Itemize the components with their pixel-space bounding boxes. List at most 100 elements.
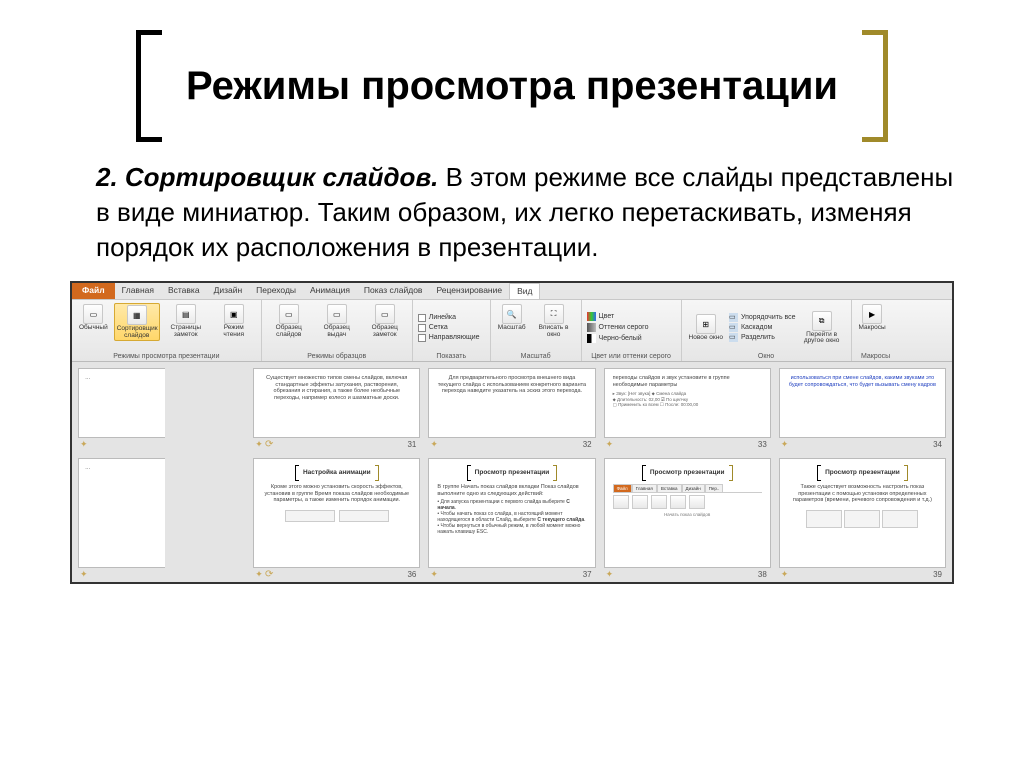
slide-container: Режимы просмотра презентации 2. Сортиров… <box>0 0 1024 768</box>
tab-home[interactable]: Главная <box>115 283 161 299</box>
group-masters-label: Режимы образцов <box>267 353 407 360</box>
btn-switch-window[interactable]: ⧉Перейти в другое окно <box>800 310 844 346</box>
thumb-35[interactable]: … <box>78 458 165 568</box>
btn-reading[interactable]: ▣Режим чтения <box>212 303 256 339</box>
group-color: Цвет Оттенки серого Черно-белый Цвет или… <box>582 300 682 361</box>
btn-master-notes[interactable]: ▭Образец заметок <box>363 303 407 339</box>
thumb-cell-31: Существует множество типов смены слайдов… <box>253 368 420 450</box>
thumb-31-body: Существует множество типов смены слайдов… <box>262 375 411 401</box>
group-views: ▭Обычный ▦Сортировщик слайдов ▤Страницы … <box>72 300 262 361</box>
thumb-39-num: 39 <box>933 570 942 579</box>
group-window-label: Окно <box>687 353 846 360</box>
ribbon-tabs: Файл Главная Вставка Дизайн Переходы Ани… <box>72 283 952 300</box>
thumb-cell-39: Просмотр презентации Также существует во… <box>779 458 946 580</box>
bracket-right <box>862 30 888 142</box>
tab-animation[interactable]: Анимация <box>303 283 357 299</box>
thumb-39-title: Просмотр презентации <box>825 470 900 477</box>
thumb-37-body: В группе Начать показ слайдов вкладки По… <box>437 484 586 497</box>
btn-master-slide[interactable]: ▭Образец слайдов <box>267 303 311 339</box>
mini-tabs: ФайлГлавнаяВставкаДизайнПер.. <box>613 484 762 493</box>
group-window: ⊞Новое окно ▭Упорядочить все ▭Каскадом ▭… <box>682 300 852 361</box>
thumb-cell-30: … ✦ <box>78 368 245 450</box>
btn-notes[interactable]: ▤Страницы заметок <box>164 303 208 339</box>
tab-file[interactable]: Файл <box>72 283 115 299</box>
thumb-34[interactable]: использоваться при смене слайдов, какими… <box>779 368 946 438</box>
thumb-33-body: переходы слайдов и звук установите в гру… <box>613 375 762 388</box>
ribbon: ▭Обычный ▦Сортировщик слайдов ▤Страницы … <box>72 300 952 362</box>
btn-master-handout[interactable]: ▭Образец выдач <box>315 303 359 339</box>
btn-arrange[interactable]: ▭Упорядочить все <box>729 313 796 322</box>
thumb-39[interactable]: Просмотр презентации Также существует во… <box>779 458 946 568</box>
btn-zoom[interactable]: 🔍Масштаб <box>496 303 528 333</box>
thumb-34-body: использоваться при смене слайдов, какими… <box>788 375 937 388</box>
thumb-32-body: Для предварительного просмотра внешнего … <box>437 375 586 395</box>
tab-slideshow[interactable]: Показ слайдов <box>357 283 430 299</box>
star-icon: ✦ <box>80 569 88 580</box>
thumb-34-num: 34 <box>933 440 942 449</box>
thumb-38[interactable]: Просмотр презентации ФайлГлавнаяВставкаД… <box>604 458 771 568</box>
star-icon: ✦ <box>255 439 263 449</box>
group-color-label: Цвет или оттенки серого <box>587 353 676 360</box>
slide-body: 2. Сортировщик слайдов. В этом режиме вс… <box>40 160 984 265</box>
thumb-31-num: 31 <box>407 440 416 449</box>
tab-design[interactable]: Дизайн <box>207 283 250 299</box>
tab-review[interactable]: Рецензирование <box>429 283 509 299</box>
group-show-label: Показать <box>418 353 485 360</box>
thumb-30[interactable]: … <box>78 368 165 438</box>
body-lead: 2. Сортировщик слайдов. <box>96 162 438 192</box>
thumb-37[interactable]: Просмотр презентации В группе Начать пок… <box>428 458 595 568</box>
btn-fit[interactable]: ⛶Вписать в окно <box>532 303 576 339</box>
star-icon: ✦ <box>430 439 438 450</box>
group-masters: ▭Образец слайдов ▭Образец выдач ▭Образец… <box>262 300 413 361</box>
group-macros-label: Макросы <box>857 353 895 360</box>
thumb-36-body: Кроме этого можно установить скорость эф… <box>262 484 411 504</box>
star-icon: ✦ <box>255 569 263 579</box>
thumb-37-title: Просмотр презентации <box>475 470 550 477</box>
slide-sorter: … ✦ Существует множество типов смены сла… <box>72 362 952 582</box>
chk-guides[interactable]: Направляющие <box>418 334 485 342</box>
thumb-33[interactable]: переходы слайдов и звук установите в гру… <box>604 368 771 438</box>
mini-icons <box>613 495 762 509</box>
thumb-cell-38: Просмотр презентации ФайлГлавнаяВставкаД… <box>604 458 771 580</box>
tab-insert[interactable]: Вставка <box>161 283 207 299</box>
thumb-32[interactable]: Для предварительного просмотра внешнего … <box>428 368 595 438</box>
chk-ruler[interactable]: Линейка <box>418 314 485 322</box>
thumb-36[interactable]: Настройка анимации Кроме этого можно уст… <box>253 458 420 568</box>
opt-bw[interactable]: Черно-белый <box>587 334 676 343</box>
btn-new-window[interactable]: ⊞Новое окно <box>687 313 725 343</box>
group-zoom: 🔍Масштаб ⛶Вписать в окно Масштаб <box>491 300 582 361</box>
btn-sorter[interactable]: ▦Сортировщик слайдов <box>114 303 160 341</box>
opt-color[interactable]: Цвет <box>587 312 676 321</box>
thumb-36-title: Настройка анимации <box>303 470 371 477</box>
tab-transitions[interactable]: Переходы <box>249 283 303 299</box>
thumb-39-body: Также существует возможность настроить п… <box>788 484 937 504</box>
title-wrap: Режимы просмотра презентации <box>40 30 984 142</box>
thumb-cell-36: Настройка анимации Кроме этого можно уст… <box>253 458 420 580</box>
slide-title: Режимы просмотра презентации <box>162 62 862 110</box>
btn-cascade[interactable]: ▭Каскадом <box>729 323 796 332</box>
opt-gray[interactable]: Оттенки серого <box>587 323 676 332</box>
star-icon: ✦ <box>781 439 789 450</box>
btn-macros[interactable]: ▶Макросы <box>857 303 888 333</box>
thumb-cell-34: использоваться при смене слайдов, какими… <box>779 368 946 450</box>
tab-view[interactable]: Вид <box>509 283 540 299</box>
group-views-label: Режимы просмотра презентации <box>77 353 256 360</box>
btn-split[interactable]: ▭Разделить <box>729 333 796 342</box>
thumb-38-num: 38 <box>758 570 767 579</box>
powerpoint-screenshot: Файл Главная Вставка Дизайн Переходы Ани… <box>70 281 954 584</box>
thumb-cell-35: … ✦ <box>78 458 245 580</box>
group-show: Линейка Сетка Направляющие Показать <box>413 300 491 361</box>
thumb-31[interactable]: Существует множество типов смены слайдов… <box>253 368 420 438</box>
thumb-36-num: 36 <box>407 570 416 579</box>
thumb-cell-32: Для предварительного просмотра внешнего … <box>428 368 595 450</box>
thumb-32-num: 32 <box>583 440 592 449</box>
star-icon: ✦ <box>430 569 438 580</box>
group-zoom-label: Масштаб <box>496 353 576 360</box>
star-icon: ✦ <box>606 439 614 450</box>
btn-normal[interactable]: ▭Обычный <box>77 303 110 333</box>
star-icon: ✦ <box>606 569 614 580</box>
chk-grid[interactable]: Сетка <box>418 324 485 332</box>
thumb-38-title: Просмотр презентации <box>650 470 725 477</box>
anim-icon: ⟳ <box>265 569 273 580</box>
bracket-left <box>136 30 162 142</box>
